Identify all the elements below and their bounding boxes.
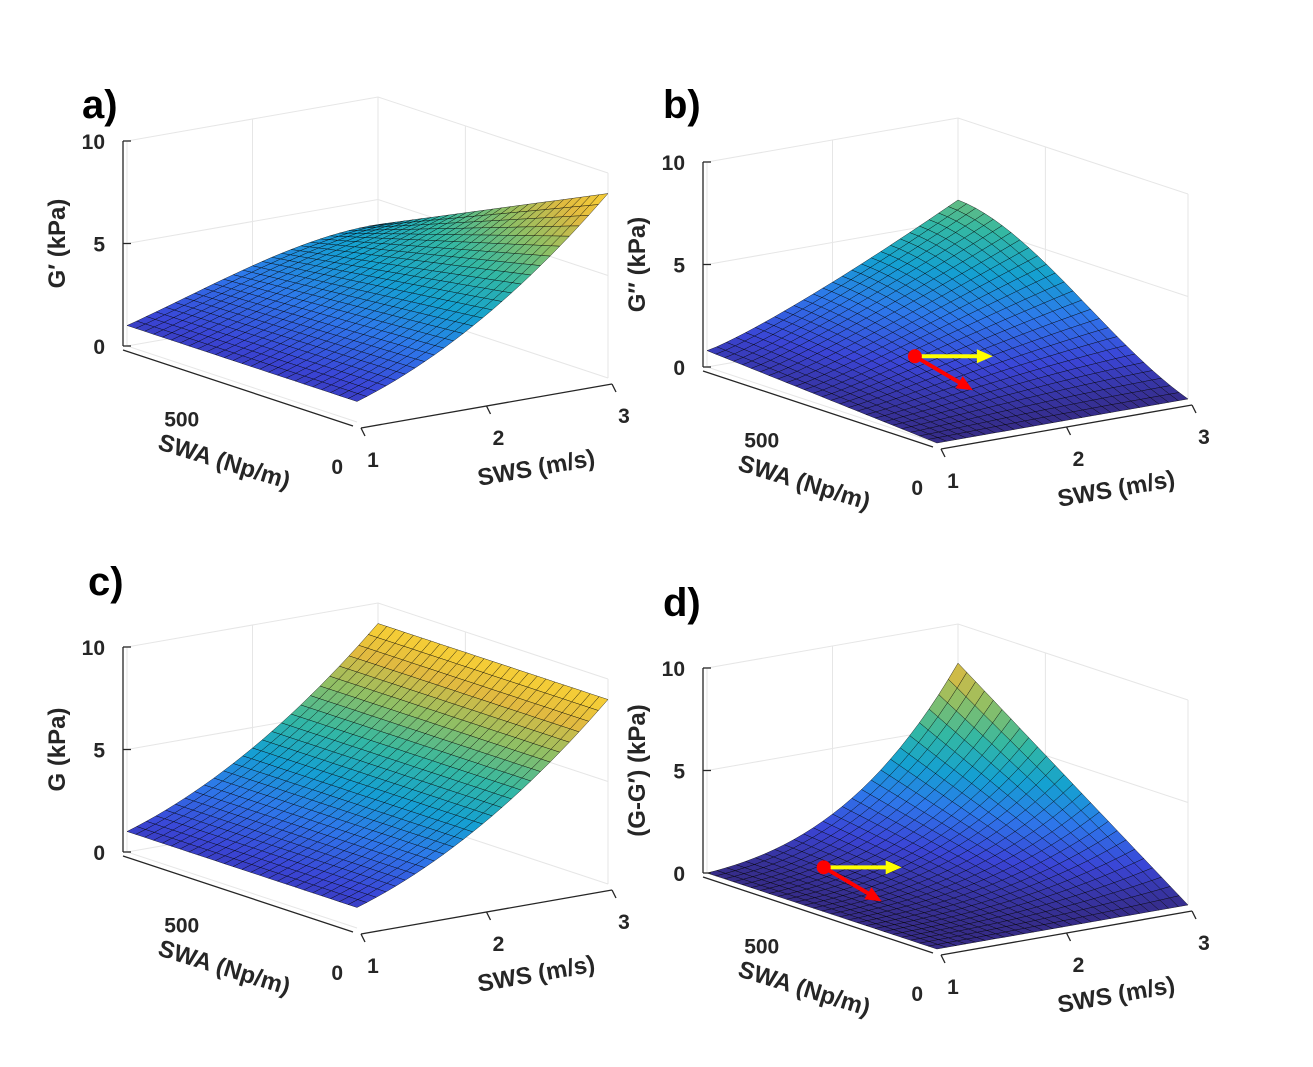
z-tick-label: 10 <box>82 637 105 660</box>
y-axis-line <box>122 855 354 933</box>
z-tick-label: 0 <box>673 357 685 380</box>
red-arrow <box>822 865 875 898</box>
z-tick-label: 10 <box>662 658 685 681</box>
y-axis-line <box>122 349 354 427</box>
surface <box>706 662 1189 950</box>
panel-a: a) 1 2 3 0 500 0 5 10 SWS (m/s) SWA (Np/m) G′ (kPa) <box>44 83 630 495</box>
y-tick-label: 500 <box>164 409 199 432</box>
x-tick-label: 3 <box>618 405 630 428</box>
x-axis-label: SWS (m/s) <box>476 951 598 998</box>
x-tick-label: 1 <box>367 955 379 978</box>
y-axis-label: SWA (Np/m) <box>735 450 873 516</box>
x-tick-label: 1 <box>947 470 959 493</box>
panel-label: c) <box>88 560 124 604</box>
gradient-annotation <box>816 860 902 902</box>
panel-c: c) 1 2 3 0 500 0 5 10 SWS (m/s) SWA (Np/m) G (kPa) <box>44 560 630 1001</box>
x-tick-label: 2 <box>493 933 505 956</box>
z-tick-label: 5 <box>673 761 685 784</box>
arrow-head <box>864 887 882 902</box>
y-tick-label: 500 <box>744 430 779 453</box>
panel-label: a) <box>82 83 118 127</box>
red-arrow <box>913 354 966 387</box>
x-tick-label: 3 <box>618 911 630 934</box>
y-axis-line <box>702 370 934 448</box>
surface-patch <box>347 899 368 908</box>
y-tick-label: 500 <box>164 915 199 938</box>
z-axis-label: G′ (kPa) <box>44 199 71 289</box>
z-tick-label: 0 <box>93 842 105 865</box>
gradient-origin-dot <box>907 349 922 364</box>
y-axis-label: SWA (Np/m) <box>155 935 293 1001</box>
x-axis-label: SWS (m/s) <box>1056 972 1178 1019</box>
z-axis-label: (G-G′) (kPa) <box>624 704 651 836</box>
y-tick-label: 0 <box>911 983 923 1006</box>
panel-b: b) 1 2 3 0 500 0 5 10 SWS (m/s) SWA (Np/m) G″ (kPa) <box>624 83 1210 516</box>
z-axis-label: G (kPa) <box>44 707 71 791</box>
y-axis-line <box>702 876 934 954</box>
x-tick-label: 3 <box>1198 932 1210 955</box>
x-axis-label: SWS (m/s) <box>476 445 598 492</box>
surface-patch <box>347 393 368 402</box>
y-tick-label: 500 <box>744 936 779 959</box>
surface <box>126 623 609 908</box>
arrow-head <box>976 349 993 364</box>
surface <box>126 193 609 402</box>
y-axis-label: SWA (Np/m) <box>155 429 293 495</box>
z-tick-label: 5 <box>93 234 105 257</box>
panel-label: b) <box>663 83 701 127</box>
surface <box>706 199 1189 444</box>
x-tick-label: 1 <box>947 976 959 999</box>
arrow-head <box>885 860 902 875</box>
z-tick-label: 5 <box>93 740 105 763</box>
y-tick-label: 0 <box>331 962 343 985</box>
panel-label: d) <box>663 581 701 625</box>
panel-d: d) 1 2 3 0 500 0 5 10 SWS (m/s) SWA (Np/m) (G-G′) (… <box>624 581 1210 1022</box>
arrow-head <box>955 376 973 391</box>
z-tick-label: 10 <box>82 131 105 154</box>
x-tick-label: 2 <box>1073 954 1085 977</box>
x-tick-label: 3 <box>1198 426 1210 449</box>
z-tick-label: 10 <box>662 152 685 175</box>
y-tick-label: 0 <box>911 477 923 500</box>
z-tick-label: 5 <box>673 255 685 278</box>
x-tick-label: 2 <box>1073 448 1085 471</box>
surface-patch <box>927 437 948 444</box>
gradient-annotation <box>907 349 993 391</box>
y-tick-label: 0 <box>331 456 343 479</box>
z-tick-label: 0 <box>93 336 105 359</box>
x-axis-label: SWS (m/s) <box>1056 466 1178 513</box>
z-tick-label: 0 <box>673 863 685 886</box>
y-axis-label: SWA (Np/m) <box>735 956 873 1022</box>
x-tick-label: 1 <box>367 449 379 472</box>
gradient-origin-dot <box>816 860 831 875</box>
z-axis-label: G″ (kPa) <box>624 217 651 313</box>
surface-patch <box>928 944 947 950</box>
x-tick-label: 2 <box>493 427 505 450</box>
